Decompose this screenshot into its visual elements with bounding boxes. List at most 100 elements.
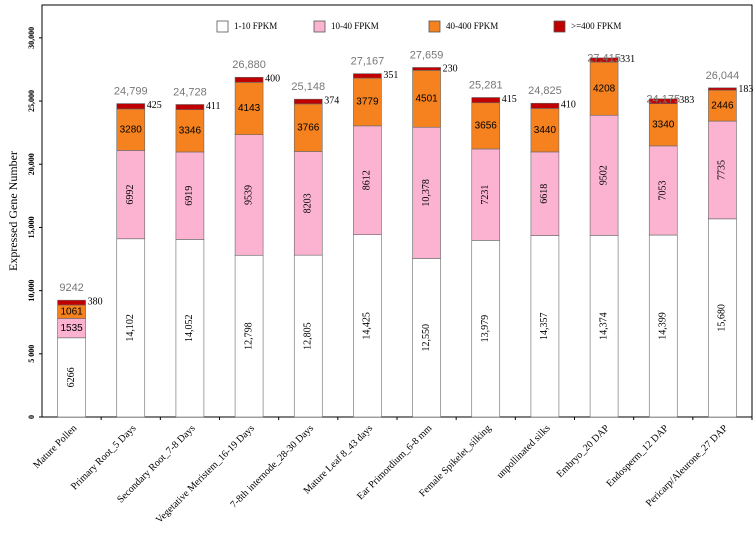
data-label: 3340 <box>652 119 675 130</box>
data-label: 4501 <box>415 93 438 104</box>
bar-segment <box>708 120 737 220</box>
data-label: 6618 <box>539 184 550 204</box>
data-label: 8203 <box>303 193 314 213</box>
data-label: 14,374 <box>598 312 609 340</box>
total-label: 27,167 <box>351 56 385 68</box>
data-label: 10,378 <box>421 179 432 207</box>
data-label: 3766 <box>297 122 320 133</box>
x-tick-label: Embryo_20 DAP <box>555 423 612 480</box>
y-tick-label: 25,000 <box>27 90 36 112</box>
bar-segment <box>175 239 205 418</box>
y-tick-label: 0 <box>27 415 36 419</box>
total-label: 24,728 <box>173 86 207 98</box>
total-label: 25,148 <box>291 81 325 93</box>
data-label: 1535 <box>60 323 83 334</box>
bar-segment <box>293 98 323 105</box>
data-label: 230 <box>443 64 458 75</box>
bar-segment <box>116 103 146 110</box>
total-label: 24,799 <box>114 85 148 97</box>
data-label: 14,357 <box>539 313 550 341</box>
legend-swatch <box>428 20 441 33</box>
bar-segment <box>116 238 146 418</box>
data-label: 6266 <box>66 367 77 387</box>
bar-segment <box>353 125 382 235</box>
data-label: 12,805 <box>303 322 314 350</box>
bar-segment <box>175 151 205 240</box>
bar-segment <box>412 67 441 71</box>
legend-swatch <box>216 20 229 33</box>
data-label: 6992 <box>125 185 136 205</box>
data-label: 13,979 <box>480 315 491 343</box>
bar-segment <box>293 254 323 418</box>
bar-segment <box>412 70 441 128</box>
y-tick-label: 15,000 <box>27 216 36 238</box>
bar-segment <box>353 77 382 127</box>
bar-segment <box>293 103 323 152</box>
data-label: 7735 <box>717 160 728 180</box>
data-label: 12,550 <box>421 324 432 352</box>
data-label: 3280 <box>120 124 143 135</box>
bar-segment <box>648 234 678 418</box>
y-axis-label: Expressed Gene Number <box>6 151 20 271</box>
bar-segment <box>412 258 441 418</box>
bar-segment <box>471 240 501 418</box>
data-label: 400 <box>265 74 280 85</box>
bar-segment <box>175 104 205 110</box>
data-label: 380 <box>88 296 103 307</box>
legend-label: 10-40 FPKM <box>331 21 379 31</box>
bar-segment <box>116 108 146 151</box>
y-tick-label: 5 000 <box>27 345 36 363</box>
plot-frame <box>41 4 753 418</box>
bar-segment <box>589 61 619 116</box>
bar-segment <box>234 254 264 418</box>
total-label: 27,659 <box>410 49 444 61</box>
bar-segment <box>530 102 560 109</box>
bar-segment <box>648 103 678 147</box>
data-label: 14,425 <box>362 312 373 340</box>
y-tick-label: 30,000 <box>27 27 36 49</box>
bar-segment <box>530 151 560 236</box>
data-label: 3440 <box>534 125 557 136</box>
y-tick-label: 20,000 <box>27 153 36 175</box>
x-tick-label: unpollinated silks <box>495 423 553 481</box>
bar-segment <box>234 134 264 256</box>
total-label: 26,044 <box>706 70 740 82</box>
bar-segment <box>57 299 86 306</box>
data-label: 3346 <box>179 125 202 136</box>
legend-swatch <box>313 20 326 33</box>
x-tick-label: Mature Pollen <box>31 423 79 471</box>
x-tick-label: Endosperm_12 DAP <box>604 423 671 490</box>
bar-segment <box>708 87 737 91</box>
total-label: 26,880 <box>232 59 266 71</box>
bar-segment <box>293 151 323 256</box>
data-label: 331 <box>620 54 635 65</box>
legend-label: 1-10 FPKM <box>234 21 277 31</box>
bar-segment <box>589 235 619 418</box>
bar-segment <box>471 102 501 150</box>
data-label: 6919 <box>184 186 195 206</box>
data-label: 3656 <box>475 120 498 131</box>
data-label: 2446 <box>711 100 734 111</box>
data-label: 410 <box>561 100 576 111</box>
data-label: 7231 <box>480 185 491 205</box>
legend-label: 40-400 FPKM <box>446 21 498 31</box>
data-label: 4208 <box>593 83 616 94</box>
data-label: 4143 <box>238 103 261 114</box>
data-label: 415 <box>502 94 517 105</box>
data-label: 7053 <box>658 180 669 200</box>
bar-segment <box>116 150 146 240</box>
bar-segment <box>708 218 737 418</box>
data-label: 374 <box>324 95 339 106</box>
bar-segment <box>530 108 560 153</box>
data-label: 383 <box>679 95 694 106</box>
y-tick-label: 10,000 <box>27 280 36 302</box>
bar-segment <box>471 97 501 104</box>
bar-segment <box>589 114 619 236</box>
data-label: 351 <box>383 70 398 81</box>
bar-segment <box>708 89 737 122</box>
bar-segment <box>234 82 264 136</box>
data-label: 14,399 <box>658 312 669 340</box>
data-label: 14,052 <box>184 314 195 342</box>
total-label: 24,825 <box>528 85 562 97</box>
